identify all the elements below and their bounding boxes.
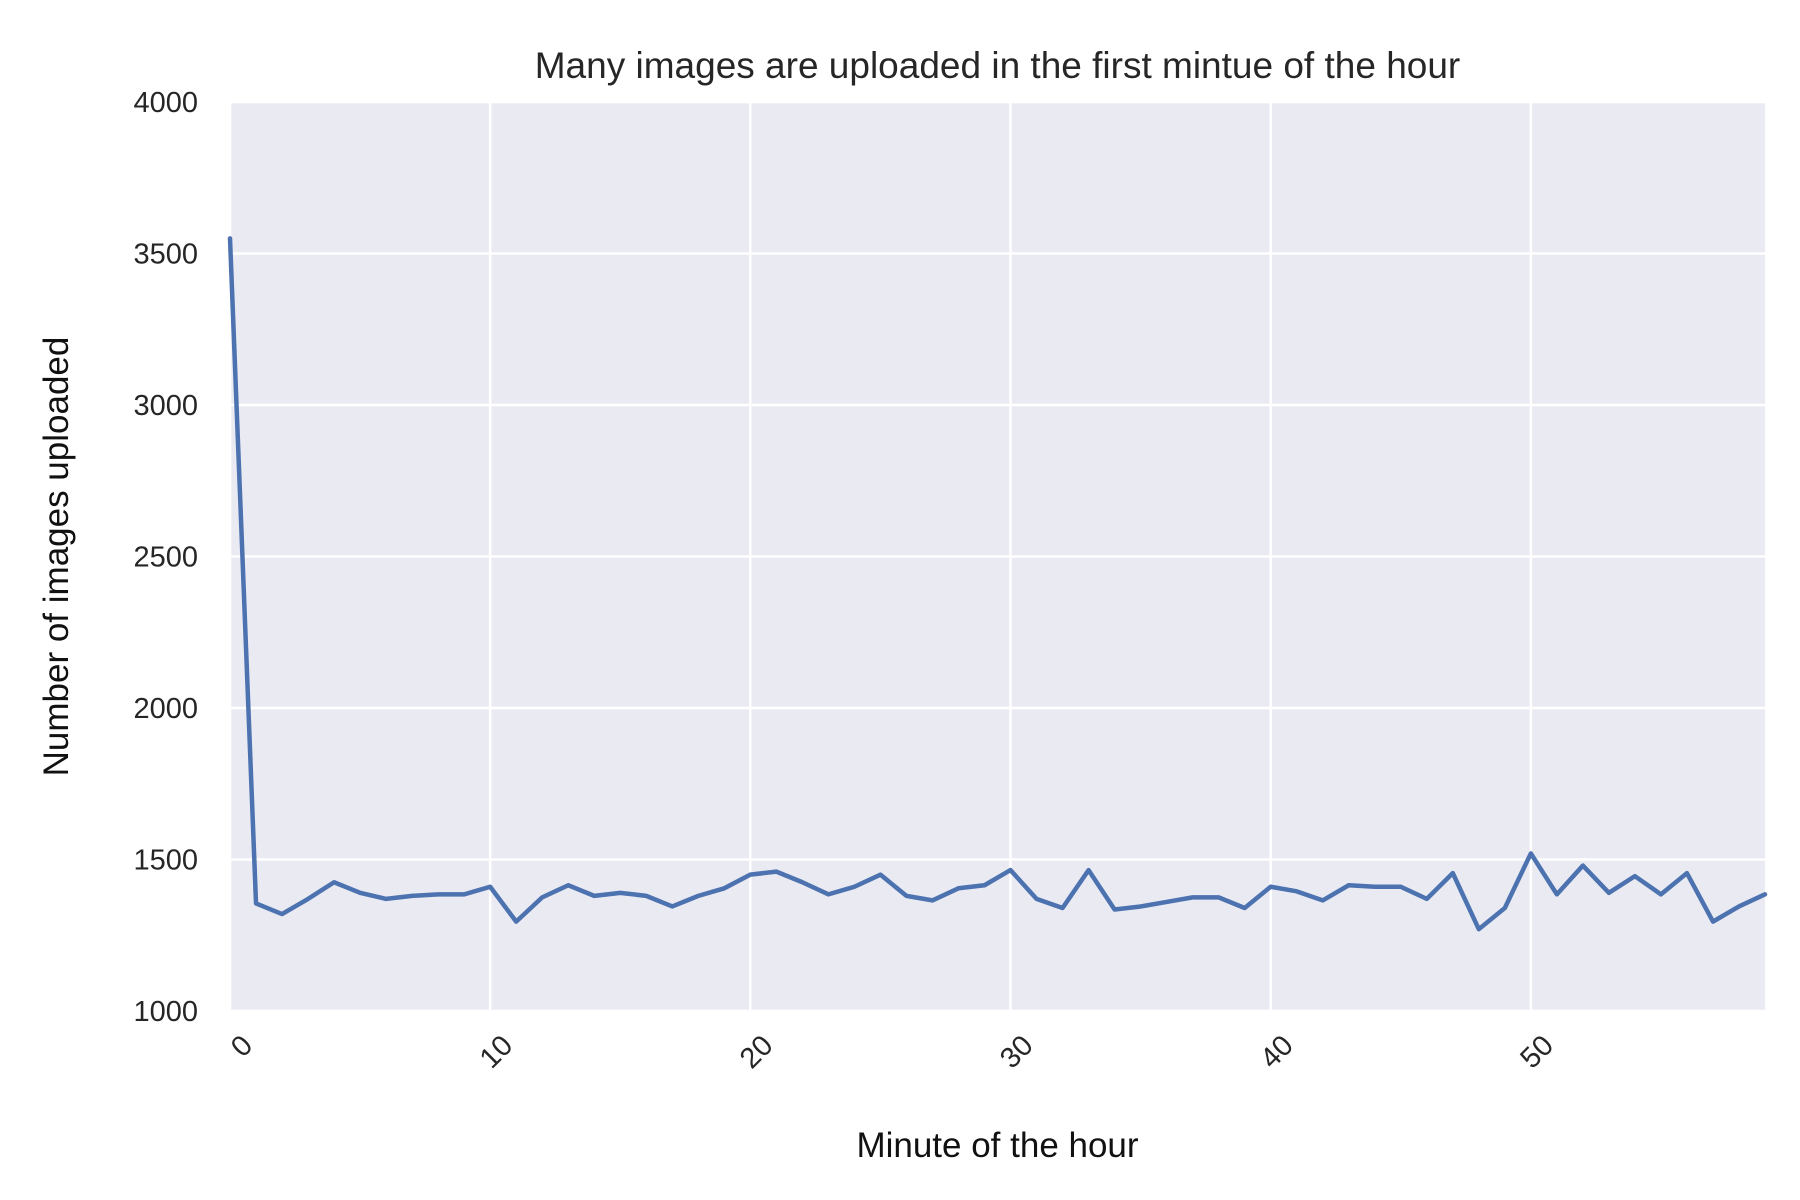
y-axis-label: Number of images uploaded — [37, 337, 76, 777]
y-tick-label: 1000 — [133, 996, 198, 1028]
x-tick-label: 40 — [1254, 1029, 1299, 1074]
y-tick-label: 2000 — [133, 693, 198, 725]
x-tick-label: 30 — [994, 1029, 1039, 1074]
x-tick-label: 50 — [1514, 1029, 1559, 1074]
y-tick-label: 2500 — [133, 542, 198, 574]
x-tick-labels: 0 10 20 30 40 50 — [225, 1029, 1560, 1074]
grid-lines — [228, 100, 1765, 1013]
x-tick-label: 20 — [734, 1029, 779, 1074]
y-tick-label: 3000 — [133, 390, 198, 422]
series-line — [227, 236, 1768, 932]
y-tick-label: 4000 — [133, 87, 198, 119]
y-tick-labels: 1000 1500 2000 2500 3000 3500 4000 — [133, 87, 198, 1028]
x-axis-label: Minute of the hour — [856, 1126, 1138, 1165]
series-layer — [227, 236, 1768, 932]
y-tick-label: 3500 — [133, 239, 198, 271]
y-tick-label: 1500 — [133, 845, 198, 877]
x-tick-label: 0 — [225, 1029, 259, 1063]
chart-title: Many images are uploaded in the first mi… — [535, 45, 1461, 86]
x-tick-label: 10 — [474, 1029, 519, 1074]
